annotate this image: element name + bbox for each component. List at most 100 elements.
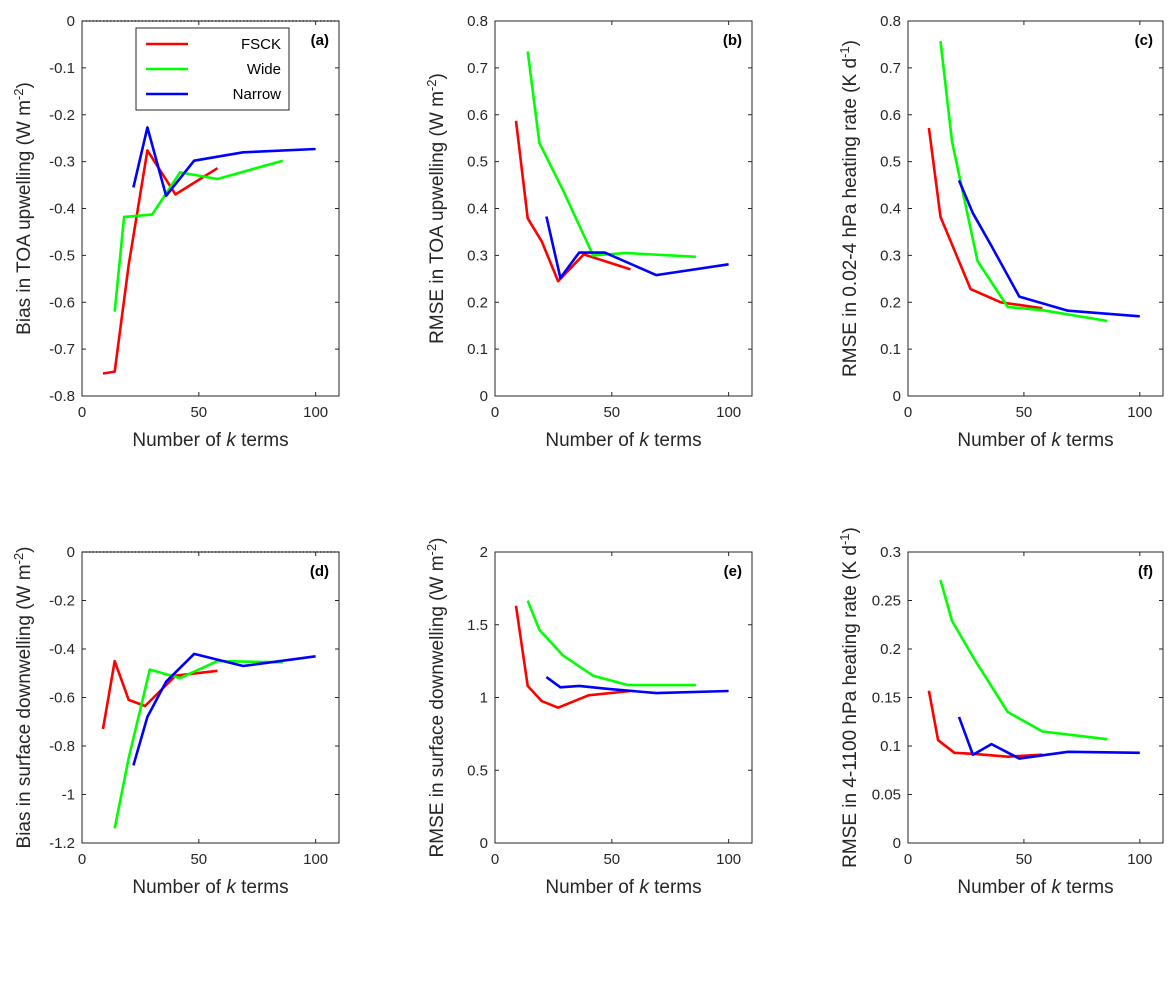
plot-frame [494, 20, 753, 397]
series-line-narrow [132, 652, 316, 766]
x-tick-label: 50 [1016, 851, 1033, 868]
y-tick-label: -0.7 [49, 341, 75, 358]
series-line-wide [526, 51, 696, 259]
x-tick-label: 100 [716, 404, 741, 421]
y-tick-label: 0.7 [467, 60, 488, 77]
panel-tag: (f) [1138, 563, 1153, 580]
x-tick-label: 50 [1016, 404, 1033, 421]
x-tick-label: 50 [603, 404, 620, 421]
series-line-wide [526, 600, 696, 687]
y-tick-label: 0.2 [880, 641, 901, 658]
y-tick-label: 0 [480, 835, 488, 852]
y-tick-label: 0.3 [880, 544, 901, 561]
y-tick-label: 0 [480, 388, 488, 405]
y-tick-label: -0.1 [49, 60, 75, 77]
legend: FSCK Wide Narrow [135, 27, 290, 111]
x-axis-label: Number of k terms [545, 877, 701, 898]
panel-a: -0.8 -0.7 -0.6 -0.5 -0.4 -0.3 -0.2 -0.1 0 0 50 100 N… [11, 13, 340, 451]
series-line-wide [113, 159, 284, 312]
x-axis-label: Number of k terms [957, 877, 1113, 898]
y-tick-label: 0.5 [467, 762, 488, 779]
y-tick-label: 0 [893, 388, 901, 405]
x-tick-label: 0 [491, 851, 499, 868]
series-line-narrow [545, 216, 729, 280]
y-tick-label: 0.2 [467, 294, 488, 311]
series-line-fsck [514, 120, 631, 283]
panel-f: 0 0.05 0.1 0.15 0.2 0.25 0.3 0 50 100 Number of k … [837, 527, 1164, 898]
y-tick-label: 0.6 [467, 107, 488, 124]
y-tick-label: 0.1 [880, 341, 901, 358]
x-tick-label: 100 [716, 851, 741, 868]
panel-d: -1.2 -1 -0.8 -0.6 -0.4 -0.2 0 0 50 100 Number of k… [11, 544, 340, 898]
y-tick-label: 0 [893, 835, 901, 852]
y-tick-label: 0.6 [880, 107, 901, 124]
y-tick-label: -0.4 [49, 201, 75, 218]
y-tick-label: 0.05 [872, 787, 901, 804]
x-tick-label: 0 [491, 404, 499, 421]
y-tick-label: 0.7 [880, 60, 901, 77]
y-tick-label: -0.6 [49, 294, 75, 311]
y-tick-label: -0.3 [49, 154, 75, 171]
series-line-fsck [514, 605, 631, 710]
y-tick-label: -1 [62, 787, 75, 804]
panel-e: 0 0.5 1 1.5 2 0 50 100 Number of k terms RMSE in … [424, 538, 753, 898]
y-tick-label: -1.2 [49, 835, 75, 852]
y-tick-label: 0.15 [872, 690, 901, 707]
y-tick-label: 0.4 [467, 201, 488, 218]
x-tick-label: 100 [303, 404, 328, 421]
y-axis-label: Bias in surface downwelling (W m-2) [11, 547, 36, 849]
legend-label-fsck: FSCK [241, 36, 281, 53]
legend-label-wide: Wide [247, 61, 281, 78]
x-tick-label: 50 [190, 851, 207, 868]
y-tick-label: 0.3 [880, 247, 901, 264]
plot-frame [907, 20, 1164, 397]
x-tick-label: 0 [904, 404, 912, 421]
panel-tag: (d) [310, 563, 329, 580]
y-tick-label: 0.5 [880, 154, 901, 171]
x-tick-label: 0 [78, 851, 86, 868]
x-axis-label: Number of k terms [132, 877, 288, 898]
y-axis-label: Bias in TOA upwelling (W m-2) [11, 82, 36, 335]
y-tick-label: -0.2 [49, 107, 75, 124]
x-tick-label: 0 [904, 851, 912, 868]
y-tick-label: 2 [480, 544, 488, 561]
y-tick-label: -0.8 [49, 738, 75, 755]
x-tick-label: 50 [603, 851, 620, 868]
panel-tag: (c) [1135, 32, 1153, 49]
y-tick-label: 0.5 [467, 154, 488, 171]
panel-tag: (b) [723, 32, 742, 49]
y-tick-label: 0 [67, 13, 75, 30]
y-tick-label: 0.8 [467, 13, 488, 30]
y-tick-label: 0.8 [880, 13, 901, 30]
x-axis-label: Number of k terms [957, 430, 1113, 451]
y-tick-label: -0.2 [49, 593, 75, 610]
y-tick-label: 0 [67, 544, 75, 561]
panel-tag: (a) [311, 32, 329, 49]
x-tick-label: 100 [303, 851, 328, 868]
series-line-fsck [102, 149, 219, 375]
series-line-narrow [545, 676, 729, 695]
y-tick-label: -0.8 [49, 388, 75, 405]
panel-b: 0 0.1 0.2 0.3 0.4 0.5 0.6 0.7 0.8 0 50 100 Number of… [424, 13, 753, 451]
y-axis-label: RMSE in TOA upwelling (W m-2) [424, 73, 449, 344]
y-tick-label: 0.1 [880, 738, 901, 755]
plot-frame [907, 551, 1164, 844]
y-tick-label: 0.3 [467, 247, 488, 264]
series-line-wide [939, 41, 1108, 323]
y-tick-label: 1.5 [467, 617, 488, 634]
panel-tag: (e) [724, 563, 742, 580]
x-tick-label: 100 [1127, 404, 1152, 421]
series-line-fsck [927, 127, 1043, 310]
y-tick-label: -0.4 [49, 641, 75, 658]
y-axis-label: RMSE in surface downwelling (W m-2) [424, 538, 449, 858]
x-axis-label: Number of k terms [545, 430, 701, 451]
x-axis-label: Number of k terms [132, 430, 288, 451]
series-line-fsck [101, 659, 218, 730]
series-line-narrow [957, 179, 1140, 318]
y-tick-label: 0.25 [872, 593, 901, 610]
x-tick-label: 0 [78, 404, 86, 421]
y-tick-label: -0.5 [49, 247, 75, 264]
series-line-narrow [132, 126, 316, 198]
y-axis-label: RMSE in 4-1100 hPa heating rate (K d-1) [837, 527, 862, 868]
